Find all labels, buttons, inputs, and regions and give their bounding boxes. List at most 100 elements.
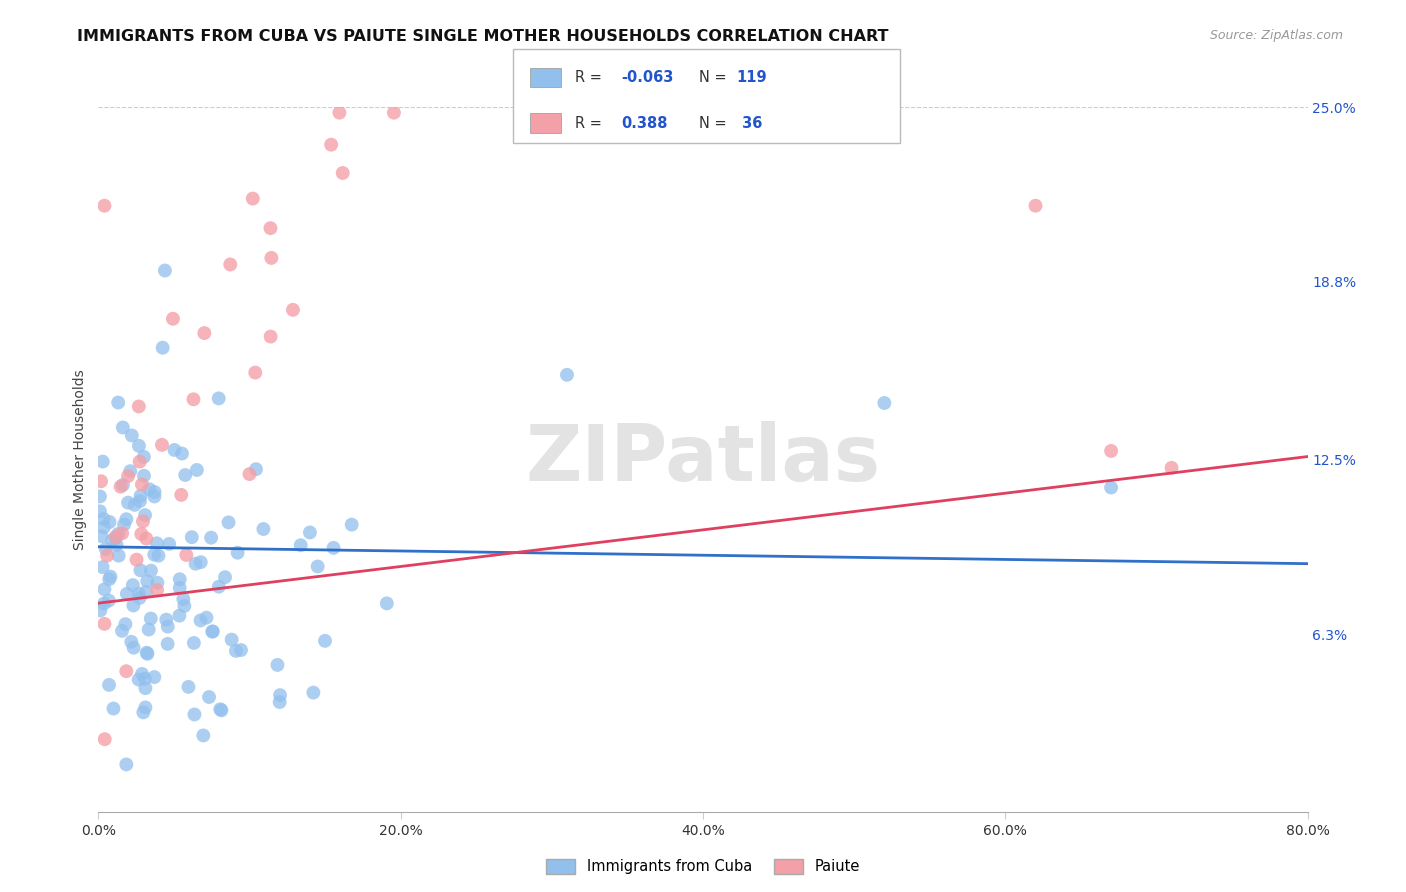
Point <box>172 592 194 607</box>
Point <box>156 637 179 651</box>
Point <box>134 681 156 695</box>
Point <box>128 673 150 687</box>
Point <box>131 667 153 681</box>
Point <box>107 395 129 409</box>
Point <box>91 454 114 468</box>
Point <box>143 548 166 562</box>
Point <box>122 599 145 613</box>
Text: 119: 119 <box>737 70 768 85</box>
Point <box>134 672 156 686</box>
Point <box>135 585 157 599</box>
Point <box>555 368 578 382</box>
Text: IMMIGRANTS FROM CUBA VS PAIUTE SINGLE MOTHER HOUSEHOLDS CORRELATION CHART: IMMIGRANTS FROM CUBA VS PAIUTE SINGLE MO… <box>77 29 889 44</box>
Text: 0.388: 0.388 <box>621 116 668 130</box>
Point <box>146 575 169 590</box>
Point <box>260 251 283 265</box>
Point <box>115 587 138 601</box>
Point <box>101 533 124 548</box>
Point <box>107 527 129 541</box>
Point <box>269 695 291 709</box>
Point <box>112 517 135 532</box>
Point <box>114 617 136 632</box>
Point <box>150 438 173 452</box>
Point <box>219 257 242 271</box>
Point <box>302 685 325 699</box>
Point <box>122 640 145 655</box>
Point <box>307 559 329 574</box>
Point <box>1099 481 1122 495</box>
Point <box>135 532 157 546</box>
Point <box>322 541 344 555</box>
Point <box>138 483 160 497</box>
Point <box>124 498 146 512</box>
Point <box>98 572 121 586</box>
Point <box>211 703 233 717</box>
Legend: Immigrants from Cuba, Paiute: Immigrants from Cuba, Paiute <box>540 853 866 880</box>
Point <box>209 702 232 716</box>
Point <box>193 728 215 742</box>
Point <box>91 560 114 574</box>
Point <box>134 508 156 522</box>
Point <box>193 326 215 340</box>
Point <box>183 392 205 407</box>
Point <box>183 707 205 722</box>
Point <box>131 477 153 491</box>
Point <box>266 657 288 672</box>
Point <box>200 531 222 545</box>
Point <box>281 302 304 317</box>
Point <box>169 608 191 623</box>
Point <box>129 489 152 503</box>
Point <box>153 263 176 277</box>
Point <box>139 611 162 625</box>
Point <box>117 469 139 483</box>
Point <box>139 564 162 578</box>
Point <box>136 574 159 589</box>
Point <box>201 624 224 639</box>
Point <box>115 757 138 772</box>
Point <box>135 646 157 660</box>
Point <box>100 569 122 583</box>
Point <box>321 137 343 152</box>
Point <box>163 442 186 457</box>
Point <box>128 439 150 453</box>
Point <box>176 548 198 562</box>
Point <box>174 468 197 483</box>
Point <box>259 221 281 235</box>
Point <box>169 572 191 586</box>
Point <box>328 105 350 120</box>
Text: R =: R = <box>575 70 606 85</box>
Point <box>121 578 143 592</box>
Point <box>245 366 267 380</box>
Point <box>93 597 115 611</box>
Point <box>221 632 243 647</box>
Point <box>170 446 193 460</box>
Point <box>298 525 321 540</box>
Point <box>143 485 166 500</box>
Point <box>225 644 247 658</box>
Text: 36: 36 <box>737 116 762 130</box>
Point <box>115 664 138 678</box>
Point <box>89 603 111 617</box>
Point <box>121 428 143 442</box>
Text: ZIPatlas: ZIPatlas <box>526 421 880 498</box>
Point <box>128 591 150 605</box>
Point <box>111 526 134 541</box>
Point <box>93 199 115 213</box>
Point <box>105 538 128 552</box>
Point <box>1160 460 1182 475</box>
Text: N =: N = <box>699 70 731 85</box>
Point <box>103 701 125 715</box>
Point <box>290 538 312 552</box>
Point <box>195 610 218 624</box>
Point <box>208 392 231 406</box>
Point <box>155 613 177 627</box>
Point <box>218 516 240 530</box>
Point <box>132 514 155 528</box>
Text: -0.063: -0.063 <box>621 70 673 85</box>
Point <box>128 587 150 601</box>
Point <box>110 480 132 494</box>
Point <box>111 420 134 434</box>
Point <box>146 583 169 598</box>
Point <box>198 690 221 704</box>
Point <box>238 467 260 481</box>
